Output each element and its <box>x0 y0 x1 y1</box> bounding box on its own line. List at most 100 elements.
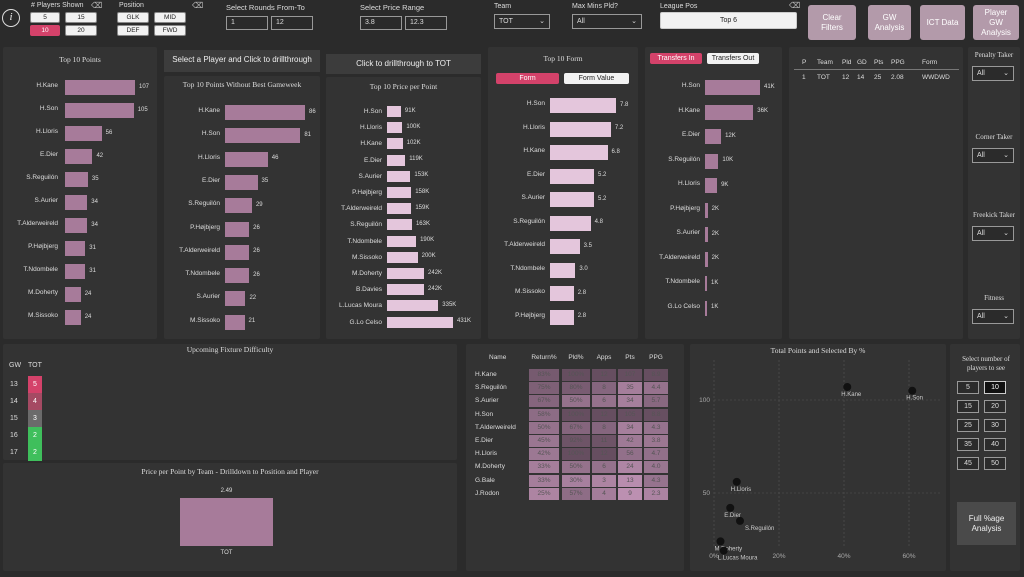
bar[interactable] <box>225 174 258 190</box>
player-gw-analysis-button[interactable]: Player GW Analysis <box>973 5 1019 40</box>
rounds-from-input[interactable]: 1 <box>226 16 268 30</box>
bar[interactable] <box>225 291 246 307</box>
clear-filters-button[interactable]: Clear Filters <box>808 5 856 40</box>
bar[interactable] <box>387 251 418 263</box>
bar[interactable] <box>705 153 719 169</box>
form-value-toggle[interactable]: Form Value <box>564 73 629 84</box>
select-players-40[interactable]: 40 <box>984 438 1006 451</box>
league-pos-top6[interactable]: Top 6 <box>660 12 797 29</box>
transfers-in-toggle[interactable]: Transfers In <box>650 53 702 64</box>
bar[interactable] <box>387 268 425 279</box>
bar[interactable] <box>65 195 88 210</box>
bar[interactable] <box>550 262 576 278</box>
transfers-out-toggle[interactable]: Transfers Out <box>707 53 759 64</box>
players-shown-10[interactable]: 10 <box>30 25 60 36</box>
bar[interactable] <box>225 105 305 120</box>
full-age-analysis-button[interactable]: Full %age Analysis <box>957 502 1016 545</box>
bar[interactable] <box>225 244 250 260</box>
bar[interactable] <box>550 286 574 301</box>
select-players-35[interactable]: 35 <box>957 438 979 451</box>
bar[interactable] <box>65 126 102 141</box>
players-shown-5[interactable]: 5 <box>30 12 60 23</box>
select-players-15[interactable]: 15 <box>957 400 979 413</box>
select-players-10[interactable]: 10 <box>984 381 1006 394</box>
bar[interactable] <box>65 287 81 302</box>
select-players-45[interactable]: 45 <box>957 457 979 470</box>
bar[interactable] <box>65 241 86 256</box>
bar[interactable] <box>705 202 708 218</box>
bar[interactable] <box>225 198 252 214</box>
drill-player-button[interactable]: Select a Player and Click to drillthroug… <box>164 50 320 72</box>
position-glk[interactable]: GLK <box>117 12 149 23</box>
bar[interactable] <box>387 170 411 182</box>
form-toggle[interactable]: Form <box>496 73 559 84</box>
eraser-icon[interactable]: ⌫ <box>789 1 801 10</box>
bar[interactable] <box>705 178 718 193</box>
bar[interactable] <box>387 106 401 117</box>
select-players-20[interactable]: 20 <box>984 400 1006 413</box>
bar[interactable] <box>550 309 574 325</box>
position-fwd[interactable]: FWD <box>154 25 186 36</box>
bar[interactable] <box>705 300 707 316</box>
bar[interactable] <box>550 168 594 184</box>
players-shown-20[interactable]: 20 <box>65 25 97 36</box>
rounds-to-input[interactable]: 12 <box>271 16 313 30</box>
bar[interactable] <box>387 235 417 247</box>
bar[interactable] <box>65 218 88 233</box>
bar[interactable] <box>387 122 403 134</box>
bar[interactable] <box>705 129 722 144</box>
price-to-input[interactable]: 12.3 <box>405 16 447 30</box>
bar[interactable] <box>387 284 425 296</box>
bar[interactable] <box>705 251 708 267</box>
bar[interactable] <box>387 154 406 166</box>
bar[interactable] <box>705 276 707 291</box>
penalty-taker-dropdown[interactable]: All ⌄ <box>972 66 1014 81</box>
bar[interactable] <box>65 149 93 164</box>
bar[interactable] <box>387 219 412 231</box>
bar[interactable] <box>65 264 86 279</box>
bar[interactable] <box>225 128 301 144</box>
info-icon[interactable]: i <box>2 9 20 27</box>
bar[interactable] <box>550 98 616 113</box>
bar[interactable] <box>550 215 591 231</box>
bar[interactable] <box>225 268 250 284</box>
corner-taker-dropdown[interactable]: All ⌄ <box>972 148 1014 163</box>
bar[interactable] <box>387 316 453 328</box>
bar[interactable] <box>550 239 580 254</box>
price-from-input[interactable]: 3.8 <box>360 16 402 30</box>
bar[interactable] <box>65 310 81 325</box>
team-dropdown[interactable]: TOT ⌄ <box>494 14 550 29</box>
team-price-bar[interactable] <box>180 498 273 546</box>
ict-data-button[interactable]: ICT Data <box>920 5 965 40</box>
bar[interactable] <box>550 192 594 207</box>
bar[interactable] <box>705 227 708 242</box>
bar[interactable] <box>550 145 608 160</box>
max-mins-dropdown[interactable]: All ⌄ <box>572 14 642 29</box>
bar[interactable] <box>225 151 268 167</box>
bar[interactable] <box>705 104 754 120</box>
bar[interactable] <box>65 80 135 95</box>
gw-analysis-button[interactable]: GW Analysis <box>868 5 911 40</box>
freekick-taker-dropdown[interactable]: All ⌄ <box>972 226 1014 241</box>
players-shown-15[interactable]: 15 <box>65 12 97 23</box>
fitness-dropdown[interactable]: All ⌄ <box>972 309 1014 324</box>
bar[interactable] <box>387 187 412 198</box>
bar[interactable] <box>387 138 403 150</box>
position-mid[interactable]: MID <box>154 12 186 23</box>
bar[interactable] <box>225 314 245 330</box>
bar[interactable] <box>387 300 439 312</box>
select-players-25[interactable]: 25 <box>957 419 979 432</box>
bar[interactable] <box>550 121 611 137</box>
eraser-icon[interactable]: ⌫ <box>192 1 204 10</box>
bar[interactable] <box>65 172 88 187</box>
bar[interactable] <box>65 103 134 118</box>
select-players-50[interactable]: 50 <box>984 457 1006 470</box>
select-players-5[interactable]: 5 <box>957 381 979 394</box>
bar[interactable] <box>705 80 760 95</box>
select-players-30[interactable]: 30 <box>984 419 1006 432</box>
bar[interactable] <box>387 203 412 215</box>
drill-tot-button[interactable]: Click to drillthrough to TOT <box>326 54 481 74</box>
bar[interactable] <box>225 221 250 237</box>
eraser-icon[interactable]: ⌫ <box>91 1 103 10</box>
position-def[interactable]: DEF <box>117 25 149 36</box>
